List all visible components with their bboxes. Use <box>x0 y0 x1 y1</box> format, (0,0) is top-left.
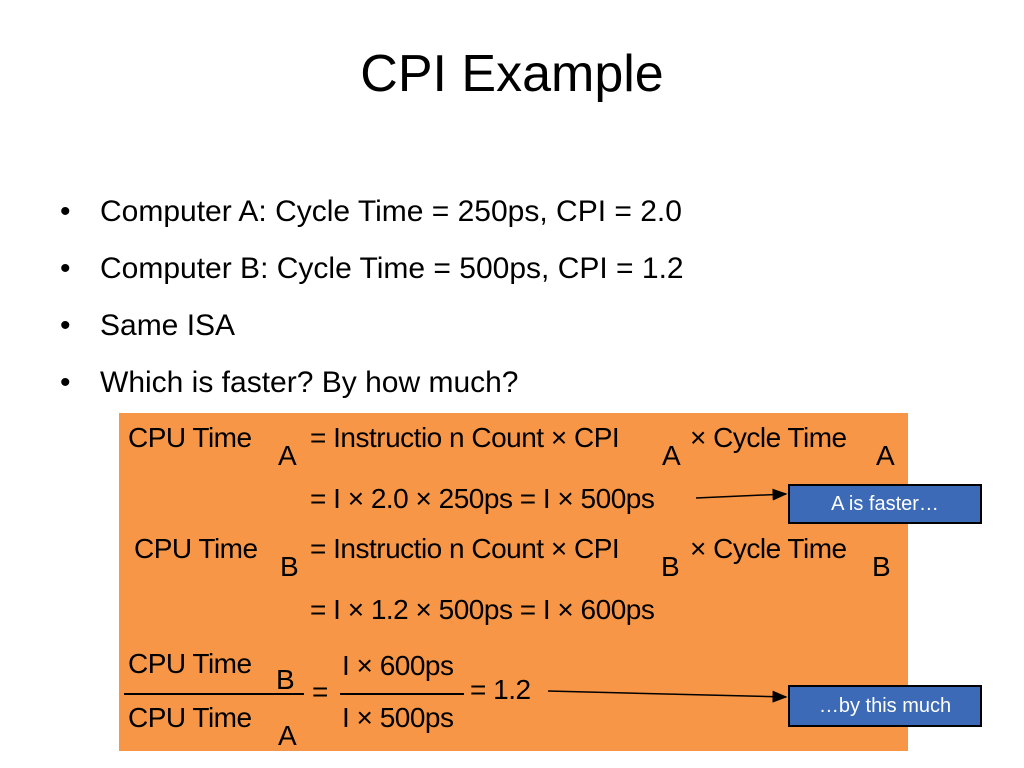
bullet-glyph: • <box>60 252 71 285</box>
eq-cpu-time-a-lhs: CPU Time <box>128 422 252 453</box>
eq-ratio-fraction-bar <box>124 693 304 695</box>
eq-ratio-numerator-subscript: B <box>276 664 295 695</box>
bullet-item: • Which is faster? By how much? <box>60 361 684 418</box>
eq-cycle-time-a-subscript: A <box>876 440 895 471</box>
bullet-glyph: • <box>60 309 71 342</box>
eq-ratio-numerator: CPU Time <box>128 648 252 679</box>
bullet-item: • Computer B: Cycle Time = 500ps, CPI = 1… <box>60 247 684 304</box>
eq-ratio-denominator: CPU Time <box>128 702 252 733</box>
callout-by-this-much: …by this much <box>788 685 982 727</box>
eq-cpu-time-b-lhs: CPU Time <box>134 533 258 564</box>
bullet-text: Computer B: Cycle Time = 500ps, CPI = 1.… <box>100 252 684 285</box>
bullet-item: • Computer A: Cycle Time = 250ps, CPI = 2… <box>60 190 684 247</box>
slide-title: CPI Example <box>360 45 664 103</box>
eq-ratio-denominator-value: I × 500ps <box>342 702 454 733</box>
eq-cpu-time-b-lhs-subscript: B <box>280 551 299 582</box>
eq-cpu-time-b-value: = I × 1.2 × 500ps = I × 600ps <box>310 594 655 625</box>
eq-cpu-time-b-rhs: = Instructio n Count × CPI <box>310 533 620 564</box>
eq-ratio-value-fraction-bar <box>340 693 464 695</box>
eq-cpu-time-a-lhs-subscript: A <box>278 440 297 471</box>
eq-ratio-numerator-value: I × 600ps <box>342 650 454 681</box>
eq-cycle-time-a: × Cycle Time <box>690 422 847 453</box>
bullet-list: • Computer A: Cycle Time = 250ps, CPI = 2… <box>60 190 684 418</box>
eq-cpu-time-a-value: = I × 2.0 × 250ps = I × 500ps <box>310 483 655 514</box>
bullet-text: Which is faster? By how much? <box>100 366 519 399</box>
callout-a-is-faster: A is faster… <box>788 484 982 524</box>
bullet-text: Computer A: Cycle Time = 250ps, CPI = 2.… <box>100 195 682 228</box>
bullet-item: • Same ISA <box>60 304 684 361</box>
bullet-text: Same ISA <box>100 309 236 342</box>
bullet-glyph: • <box>60 195 71 228</box>
eq-cycle-time-b-subscript: B <box>872 551 891 582</box>
eq-cpi-a-subscript: A <box>662 440 681 471</box>
eq-cycle-time-b: × Cycle Time <box>690 533 847 564</box>
bullet-glyph: • <box>60 366 71 399</box>
eq-ratio-equals: = <box>312 676 328 707</box>
eq-cpu-time-a-rhs: = Instructio n Count × CPI <box>310 422 620 453</box>
eq-ratio-result: = 1.2 <box>470 674 531 705</box>
eq-cpi-b-subscript: B <box>661 551 680 582</box>
eq-ratio-denominator-subscript: A <box>278 720 297 751</box>
